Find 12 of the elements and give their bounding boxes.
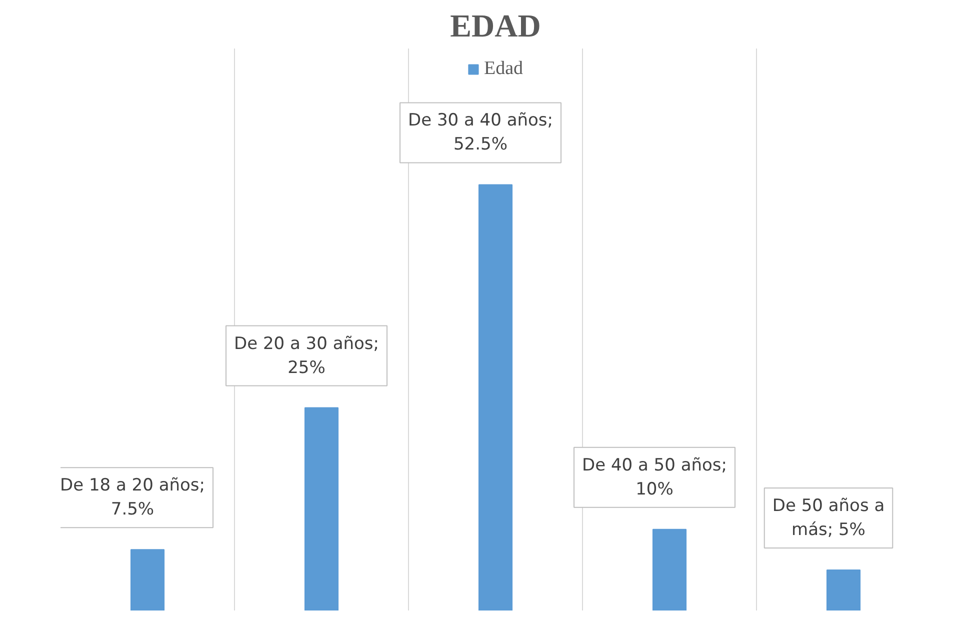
chart-title: EDAD bbox=[450, 8, 541, 44]
bar bbox=[652, 528, 687, 610]
bar bbox=[304, 407, 339, 610]
data-label: De 18 a 20 años; 7.5% bbox=[60, 476, 206, 520]
data-label: De 40 a 50 años; 10% bbox=[582, 455, 728, 500]
data-label: De 30 a 40 años; 52.5% bbox=[408, 110, 554, 155]
legend-label: Edad bbox=[484, 58, 524, 80]
data-label: De 20 a 30 años; 25% bbox=[234, 334, 380, 378]
bar bbox=[130, 549, 165, 610]
data-label: De 50 años a más; 5% bbox=[772, 496, 885, 540]
bar bbox=[478, 184, 513, 610]
bar bbox=[826, 569, 861, 610]
